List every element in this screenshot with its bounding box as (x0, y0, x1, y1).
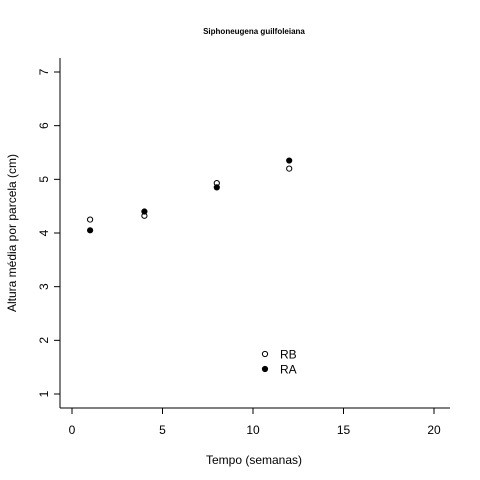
x-axis-ticks: 0 5 10 15 20 (69, 408, 441, 437)
y-tick-label: 6 (37, 122, 51, 129)
x-tick-label: 10 (246, 423, 260, 437)
y-tick-label: 5 (37, 176, 51, 183)
chart-title: Siphoneugena guilfoleiana (203, 27, 305, 36)
x-tick-label: 15 (337, 423, 351, 437)
legend-marker-ra (261, 365, 269, 373)
legend-label-rb: RB (280, 348, 297, 362)
legend-label-ra: RA (280, 363, 297, 377)
y-axis-ticks: 1 2 3 4 5 6 7 (37, 68, 60, 397)
y-tick-label: 4 (37, 229, 51, 236)
x-tick-label: 20 (427, 423, 441, 437)
y-tick-label: 3 (37, 283, 51, 290)
y-axis-label: Altura média por parcela (cm) (5, 154, 19, 312)
y-tick-label: 7 (37, 68, 51, 75)
data-point-ra (87, 227, 94, 234)
legend-marker-rb (261, 350, 269, 358)
x-axis-label: Tempo (semanas) (206, 453, 302, 467)
y-tick-label: 1 (37, 390, 51, 397)
data-point-rb (286, 165, 293, 172)
data-point-ra (213, 184, 220, 191)
data-point-ra (286, 157, 293, 164)
data-point-ra (141, 208, 148, 215)
y-tick-label: 2 (37, 337, 51, 344)
x-tick-label: 0 (69, 423, 76, 437)
data-point-rb (87, 216, 94, 223)
data-points (87, 157, 293, 234)
x-tick-label: 5 (159, 423, 166, 437)
